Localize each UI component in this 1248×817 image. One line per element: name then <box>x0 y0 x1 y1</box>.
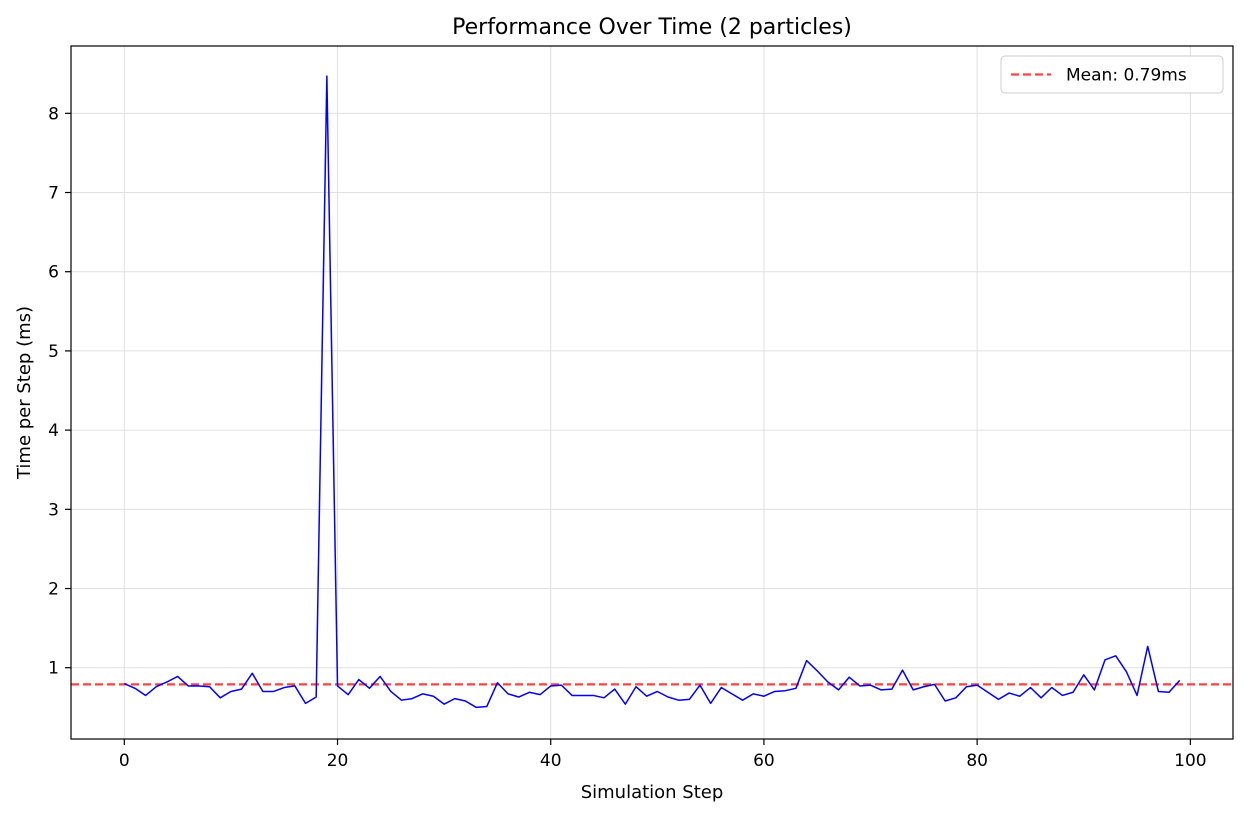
y-tick-label: 8 <box>48 104 59 124</box>
y-axis-label: Time per Step (ms) <box>14 306 35 480</box>
y-tick-label: 7 <box>48 184 59 204</box>
y-tick-label: 6 <box>48 263 59 283</box>
x-tick-label: 80 <box>966 751 988 771</box>
y-tick-label: 3 <box>48 500 59 520</box>
plot-area-frame <box>70 45 1234 740</box>
chart-title: Performance Over Time (2 particles) <box>452 15 852 40</box>
grid-lines <box>71 46 1233 739</box>
x-tick-label: 0 <box>119 751 130 771</box>
y-axis-ticks: 1 2 3 4 5 6 7 8 <box>48 104 71 679</box>
legend: Mean: 0.79ms <box>1000 55 1224 94</box>
y-tick-label: 5 <box>48 342 59 362</box>
legend-label-mean: Mean: 0.79ms <box>1066 66 1187 86</box>
y-tick-label: 1 <box>48 659 59 679</box>
y-tick-label: 4 <box>48 421 59 441</box>
series-group <box>123 75 1181 709</box>
x-tick-label: 20 <box>327 751 349 771</box>
series-line <box>123 75 1181 709</box>
x-axis-label: Simulation Step <box>581 782 724 803</box>
x-tick-label: 40 <box>540 751 562 771</box>
x-tick-label: 60 <box>753 751 775 771</box>
legend-box <box>1000 55 1224 94</box>
x-axis-ticks: 0 20 40 60 80 100 <box>119 739 1207 771</box>
y-tick-label: 2 <box>48 580 59 600</box>
x-tick-label: 100 <box>1174 751 1206 771</box>
